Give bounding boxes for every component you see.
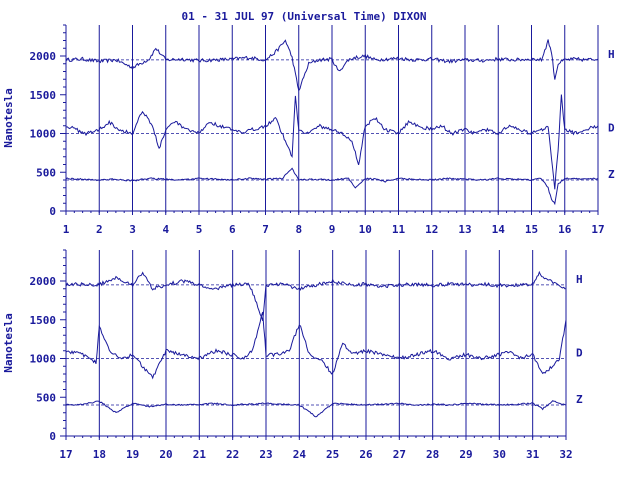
y-tick-label: 1500 [30, 314, 57, 327]
x-tick-label: 10 [359, 223, 372, 236]
y-tick-label: 500 [36, 391, 56, 404]
x-tick-label: 32 [559, 448, 572, 461]
x-tick-label: 20 [159, 448, 172, 461]
x-tick-label: 16 [558, 223, 572, 236]
x-tick-label: 17 [59, 448, 72, 461]
x-tick-label: 29 [459, 448, 472, 461]
series-label-d: D [576, 347, 583, 360]
x-tick-label: 9 [329, 223, 336, 236]
series-label-z: Z [576, 393, 583, 406]
x-tick-label: 17 [591, 223, 604, 236]
y-tick-label: 1500 [30, 89, 57, 102]
x-tick-label: 7 [262, 223, 269, 236]
x-tick-label: 6 [229, 223, 236, 236]
y-tick-label: 500 [36, 166, 56, 179]
x-tick-label: 1 [63, 223, 70, 236]
series-label-h: H [576, 273, 583, 286]
bottom-panel: 17 18 19 20 21 22 23 24 25 26 27 28 29 30 31 32 0 500 1000… [2, 249, 583, 461]
x-tick-label: 21 [193, 448, 207, 461]
x-tick-label: 11 [392, 223, 406, 236]
y-tick-label: 1000 [30, 128, 57, 141]
series-label-h: H [608, 48, 615, 61]
x-tick-label: 2 [96, 223, 103, 236]
x-tick-label: 31 [526, 448, 540, 461]
y-tick-label: 0 [49, 430, 56, 443]
x-tick-label: 14 [492, 223, 506, 236]
y-tick-label: 0 [49, 205, 56, 218]
x-tick-label: 27 [393, 448, 406, 461]
x-tick-label: 8 [295, 223, 302, 236]
top-panel: 1 2 3 4 5 6 7 8 9 10 11 12 13 14 15 16 17050010001500200… [2, 24, 615, 236]
x-tick-label: 30 [493, 448, 506, 461]
x-tick-label: 23 [259, 448, 272, 461]
x-tick-label: 4 [162, 223, 169, 236]
series-z-trace [65, 400, 567, 418]
x-tick-label: 18 [93, 448, 106, 461]
y-tick-label: 2000 [30, 275, 57, 288]
x-tick-label: 26 [359, 448, 373, 461]
y-tick-label: 1000 [30, 353, 57, 366]
x-tick-label: 13 [458, 223, 471, 236]
y-axis-title: Nanotesla [2, 313, 15, 373]
x-tick-label: 3 [129, 223, 136, 236]
y-axis-title: Nanotesla [2, 88, 15, 148]
y-tick-label: 2000 [30, 50, 57, 63]
x-tick-label: 25 [326, 448, 339, 461]
series-z-trace [65, 167, 599, 206]
series-d-trace [65, 94, 599, 190]
series-label-d: D [608, 122, 615, 135]
x-tick-label: 15 [525, 223, 538, 236]
x-tick-label: 28 [426, 448, 439, 461]
x-tick-label: 19 [126, 448, 139, 461]
series-d-trace [65, 311, 567, 380]
x-tick-label: 5 [196, 223, 203, 236]
series-label-z: Z [608, 168, 615, 181]
series-h-trace [65, 39, 599, 92]
x-tick-label: 22 [226, 448, 239, 461]
x-tick-label: 12 [425, 223, 438, 236]
x-tick-label: 24 [293, 448, 307, 461]
chart-title: 01 - 31 JUL 97 (Universal Time) DIXON [181, 10, 426, 23]
series-h-trace [65, 270, 566, 322]
